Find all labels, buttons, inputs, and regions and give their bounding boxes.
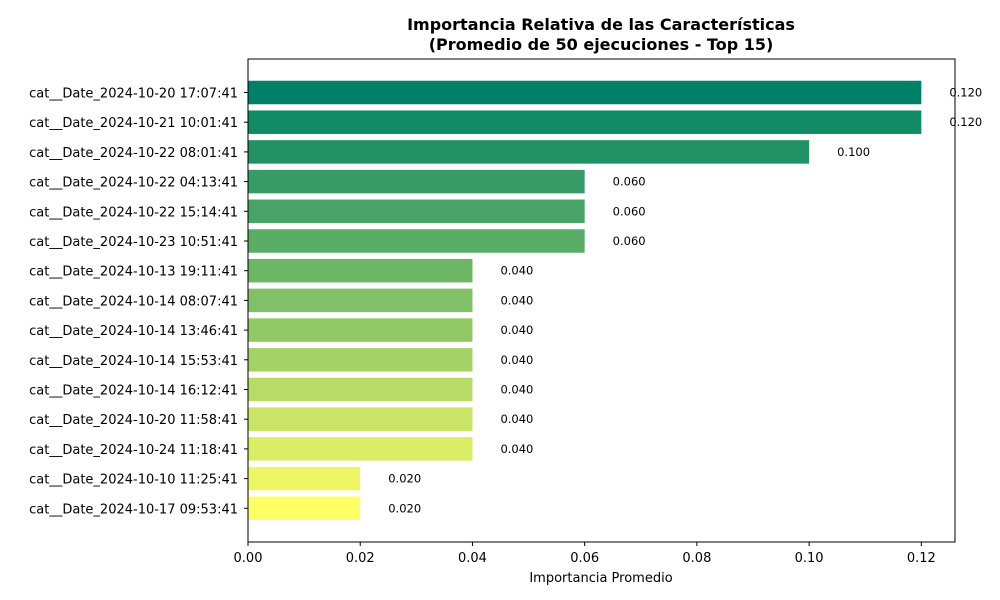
bar-2 xyxy=(248,110,922,134)
bar-6 xyxy=(248,229,585,253)
x-axis-ticks: 0.00 0.02 0.04 0.06 0.08 0.10 0.12 xyxy=(234,542,936,566)
x-tick-label-1: 0.00 xyxy=(234,551,263,566)
data-label-15: 0.020 xyxy=(388,501,421,515)
data-label-5: 0.060 xyxy=(613,204,646,218)
bar-13 xyxy=(248,437,473,461)
bar-11 xyxy=(248,377,473,402)
data-label-4: 0.060 xyxy=(613,175,646,189)
y-tick-labels: cat__Date_2024-10-20 17:07:41 cat__Date_2… xyxy=(29,87,248,517)
x-tick-label-7: 0.12 xyxy=(907,551,936,566)
bar-3 xyxy=(248,140,810,164)
bar-7 xyxy=(248,258,473,283)
bars-layer xyxy=(248,80,922,521)
x-axis-label: Importancia Promedio xyxy=(529,571,672,586)
data-label-1: 0.120 xyxy=(949,86,982,100)
bar-4 xyxy=(248,169,585,194)
x-tick-label-4: 0.06 xyxy=(570,551,599,566)
data-labels: 0.120 0.120 0.100 0.060 0.060 0.060 0.040 0.040… xyxy=(388,86,982,516)
bar-15 xyxy=(248,496,361,521)
y-tick-label-10: cat__Date_2024-10-14 15:53:41 xyxy=(29,354,238,369)
data-label-8: 0.040 xyxy=(500,293,533,307)
plot-frame xyxy=(247,58,956,543)
data-label-3: 0.100 xyxy=(837,145,870,159)
y-tick-label-3: cat__Date_2024-10-22 08:01:41 xyxy=(29,146,238,161)
bar-12 xyxy=(248,407,473,431)
y-tick-label-6: cat__Date_2024-10-23 10:51:41 xyxy=(29,235,238,250)
data-label-10: 0.040 xyxy=(500,353,533,367)
data-label-11: 0.040 xyxy=(500,383,533,397)
data-label-6: 0.060 xyxy=(613,234,646,248)
bar-14 xyxy=(248,466,361,491)
data-label-12: 0.040 xyxy=(500,412,533,426)
x-tick-label-2: 0.02 xyxy=(346,551,375,566)
bar-9 xyxy=(248,318,473,342)
x-tick-label-3: 0.04 xyxy=(458,551,487,566)
x-tick-label-6: 0.10 xyxy=(795,551,824,566)
y-tick-label-12: cat__Date_2024-10-20 11:58:41 xyxy=(29,413,238,428)
data-label-9: 0.040 xyxy=(500,323,533,337)
chart-title-line2: (Promedio de 50 ejecuciones - Top 15) xyxy=(429,35,774,54)
data-label-14: 0.020 xyxy=(388,472,421,486)
bar-5 xyxy=(248,199,585,224)
y-tick-label-15: cat__Date_2024-10-17 09:53:41 xyxy=(29,502,238,517)
y-tick-label-4: cat__Date_2024-10-22 04:13:41 xyxy=(29,176,238,191)
y-tick-label-7: cat__Date_2024-10-13 19:11:41 xyxy=(29,265,238,280)
x-tick-label-5: 0.08 xyxy=(682,551,711,566)
y-tick-label-8: cat__Date_2024-10-14 08:07:41 xyxy=(29,294,238,309)
data-label-2: 0.120 xyxy=(949,115,982,129)
y-tick-label-11: cat__Date_2024-10-14 16:12:41 xyxy=(29,384,238,399)
y-tick-label-13: cat__Date_2024-10-24 11:18:41 xyxy=(29,443,238,458)
data-label-13: 0.040 xyxy=(500,442,533,456)
bar-1 xyxy=(248,80,922,105)
y-tick-label-1: cat__Date_2024-10-20 17:07:41 xyxy=(29,87,238,102)
chart-title-line1: Importancia Relativa de las Característi… xyxy=(407,15,795,34)
y-tick-label-5: cat__Date_2024-10-22 15:14:41 xyxy=(29,205,238,220)
bar-8 xyxy=(248,288,473,313)
y-tick-label-14: cat__Date_2024-10-10 11:25:41 xyxy=(29,473,238,488)
y-tick-label-2: cat__Date_2024-10-21 10:01:41 xyxy=(29,116,238,131)
bar-10 xyxy=(248,348,473,372)
data-label-7: 0.040 xyxy=(500,264,533,278)
y-tick-label-9: cat__Date_2024-10-14 13:46:41 xyxy=(29,324,238,339)
